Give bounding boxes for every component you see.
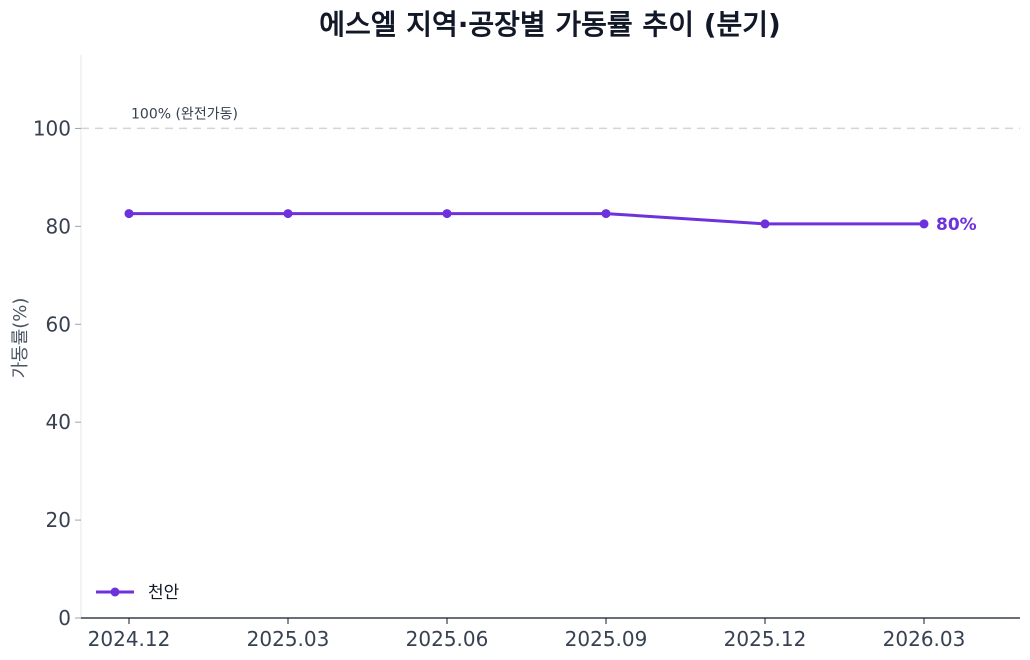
- data-point: [760, 219, 770, 229]
- data-point: [283, 209, 293, 219]
- y-tick-label: 40: [46, 410, 71, 434]
- series-end-label: 80%: [936, 215, 977, 235]
- y-tick-label: 20: [46, 508, 71, 532]
- y-tick-label: 60: [46, 312, 71, 336]
- y-tick-label: 100: [33, 116, 71, 140]
- chart-title: 에스엘 지역·공장별 가동률 추이 (분기): [319, 8, 781, 41]
- y-ticks: 0 20 40 60 80 100: [33, 116, 81, 630]
- x-tick-label: 2025.06: [406, 627, 489, 651]
- series-line: [127, 212, 926, 226]
- y-tick-label: 80: [46, 214, 71, 238]
- reference-line-label: 100% (완전가동): [131, 106, 238, 122]
- series-layer: [124, 209, 929, 229]
- legend-label: 천안: [148, 583, 180, 603]
- y-axis-label: 가동률(%): [10, 298, 31, 379]
- data-point: [919, 219, 929, 229]
- x-tick-label: 2025.03: [247, 627, 330, 651]
- legend: 천안: [96, 583, 180, 603]
- data-point: [601, 209, 611, 219]
- x-tick-label: 2026.03: [883, 627, 966, 651]
- y-tick-label: 0: [58, 606, 71, 630]
- x-ticks: 2024.12 2025.03 2025.06 2025.09 2025.12 2026.…: [88, 618, 966, 651]
- legend-swatch-marker: [110, 587, 120, 597]
- x-tick-label: 2024.12: [88, 627, 171, 651]
- data-point: [442, 209, 452, 219]
- x-tick-label: 2025.09: [565, 627, 648, 651]
- data-point: [124, 209, 134, 219]
- x-tick-label: 2025.12: [724, 627, 807, 651]
